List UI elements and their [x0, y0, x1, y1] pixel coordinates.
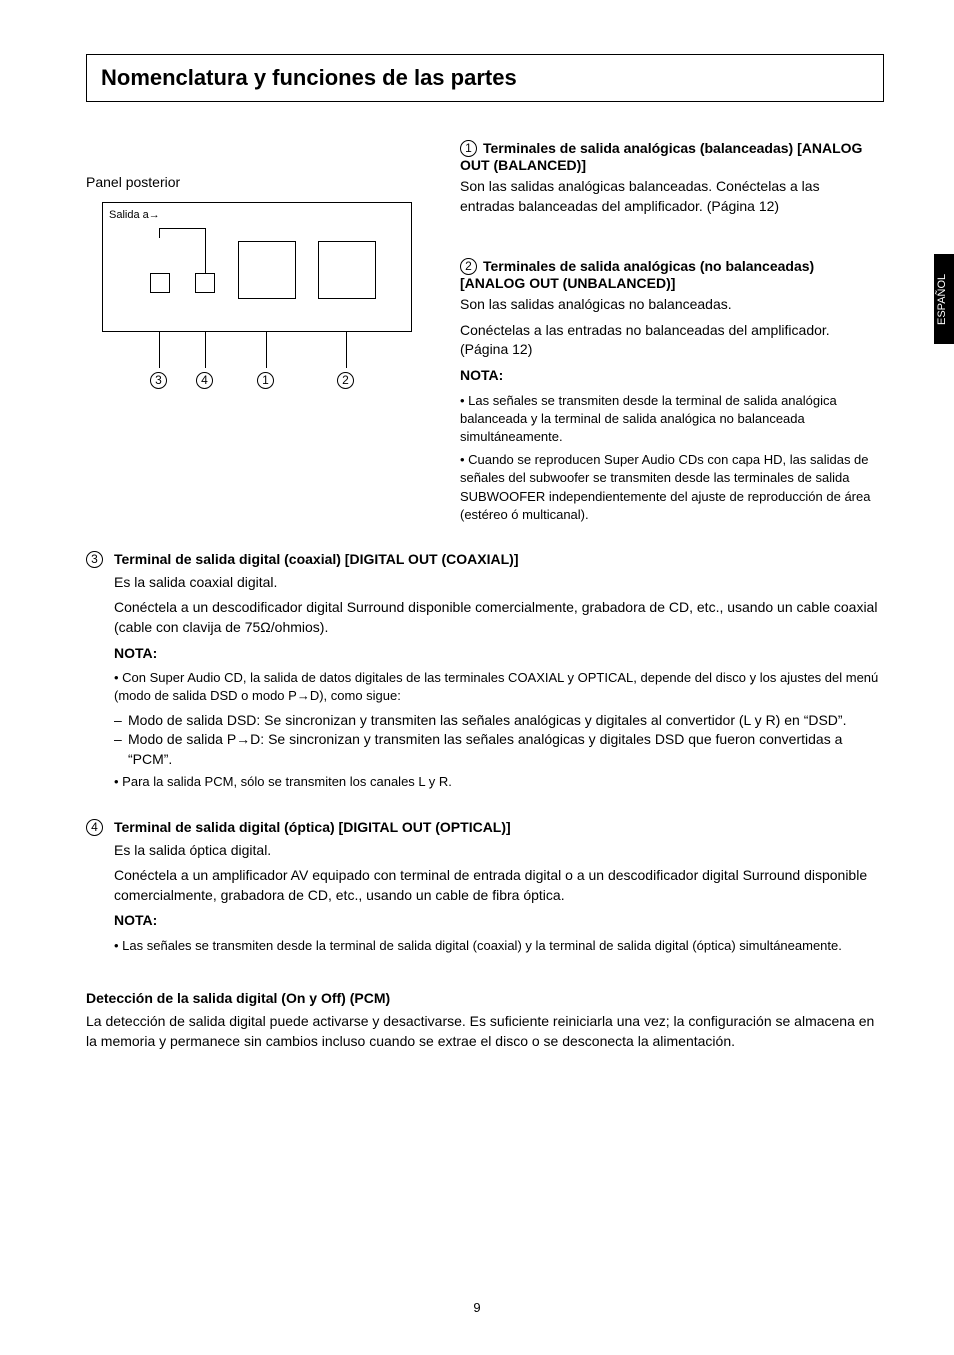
item-2-note2: • Cuando se reproducen Super Audio CDs c…: [460, 451, 876, 524]
item-3: 3 Terminal de salida digital (coaxial) […: [86, 551, 884, 797]
item-3-note2: • Para la salida PCM, sólo se transmiten…: [114, 773, 884, 791]
item-3-bullet2: –Modo de salida P→D: Se sincronizan y tr…: [114, 730, 884, 769]
item-3-head: Terminal de salida digital (coaxial) [DI…: [114, 551, 884, 567]
item-2-body2: Conéctelas a las entradas no balanceadas…: [460, 321, 876, 360]
item-4-head: Terminal de salida digital (óptica) [DIG…: [114, 819, 884, 835]
item-3-note-label: NOTA:: [114, 644, 884, 664]
item-4-note: • Las señales se transmiten desde la ter…: [114, 937, 884, 955]
item-3-body2: Conéctela a un descodificador digital Su…: [114, 598, 884, 637]
rear-panel-diagram: Salida a→: [102, 202, 412, 332]
digital-output-body: La detección de salida digital puede act…: [86, 1012, 884, 1051]
side-tab-label: ESPAÑOL: [934, 254, 950, 344]
item-4-body1: Es la salida óptica digital.: [114, 841, 884, 861]
item-2-note1: • Las señales se transmiten desde la ter…: [460, 392, 876, 447]
page-number: 9: [0, 1300, 954, 1315]
item-1-body: Son las salidas analógicas balanceadas. …: [460, 177, 876, 216]
diagram-callouts: 3 4 1 2: [102, 332, 412, 372]
item-4-note-label: NOTA:: [114, 911, 884, 931]
panel-label: Panel posterior: [86, 174, 456, 190]
item-2-head: 2Terminales de salida analógicas (no bal…: [460, 258, 876, 291]
item-1-head: 1Terminales de salida analógicas (balanc…: [460, 140, 876, 173]
item-4: 4 Terminal de salida digital (óptica) [D…: [86, 819, 884, 961]
item-3-body1: Es la salida coaxial digital.: [114, 573, 884, 593]
digital-output-subhead: Detección de la salida digital (On y Off…: [86, 990, 884, 1006]
page-title: Nomenclatura y funciones de las partes: [86, 54, 884, 102]
item-3-bullet1: –Modo de salida DSD: Se sincronizan y tr…: [114, 711, 884, 731]
item-4-body2: Conéctela a un amplificador AV equipado …: [114, 866, 884, 905]
item-2-body1: Son las salidas analógicas no balanceada…: [460, 295, 876, 315]
side-tab: ESPAÑOL: [934, 254, 954, 344]
diagram-top-label: Salida a→: [109, 209, 160, 221]
item-3-note1: • Con Super Audio CD, la salida de datos…: [114, 669, 884, 705]
item-2-note-label: NOTA:: [460, 366, 876, 386]
